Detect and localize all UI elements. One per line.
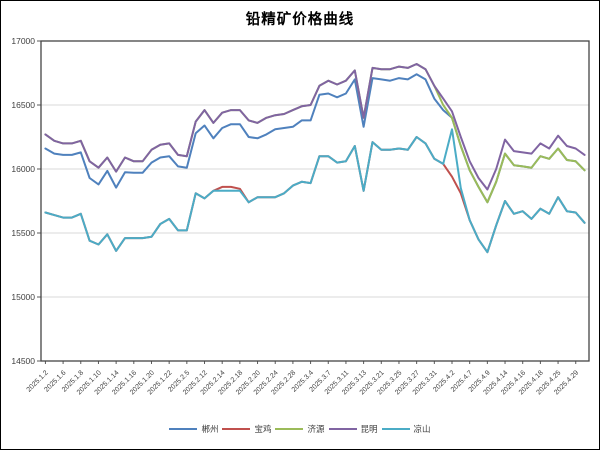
legend: 郴州 宝鸡 济源 昆明 凉山 [1, 423, 599, 435]
y-axis-label: 16500 [11, 100, 35, 110]
plot-frame [40, 40, 590, 362]
series-line-凉山 [44, 128, 586, 254]
y-axis-label: 14500 [11, 356, 35, 366]
series-line-昆明 [44, 63, 586, 191]
legend-label-宝鸡: 宝鸡 [254, 424, 272, 434]
chart-title: 铅精矿价格曲线 [245, 12, 355, 28]
legend-label-郴州: 郴州 [201, 424, 219, 434]
legend-label-凉山: 凉山 [413, 424, 431, 434]
legend-swatch-凉山 [381, 427, 410, 431]
plot-svg: 1450015000155001600016500170002025.1.220… [11, 36, 590, 396]
legend-swatch-昆明 [328, 427, 357, 431]
legend-item-凉山: 凉山 [381, 423, 431, 435]
legend-label-济源: 济源 [307, 424, 325, 434]
legend-swatch-宝鸡 [222, 427, 251, 431]
legend-item-济源: 济源 [275, 423, 325, 435]
legend-label-昆明: 昆明 [360, 424, 378, 434]
y-axis-label: 15000 [11, 292, 35, 302]
y-axis-label: 17000 [11, 36, 35, 46]
legend-item-昆明: 昆明 [328, 423, 378, 435]
legend-item-宝鸡: 宝鸡 [222, 423, 271, 435]
legend-item-郴州: 郴州 [169, 423, 218, 435]
legend-swatch-郴州 [169, 427, 198, 431]
y-axis-label: 16000 [11, 164, 35, 174]
y-axis-label: 15500 [11, 228, 35, 238]
series-line-济源 [44, 63, 586, 204]
series-line-宝鸡 [44, 136, 586, 254]
legend-swatch-济源 [275, 427, 304, 431]
